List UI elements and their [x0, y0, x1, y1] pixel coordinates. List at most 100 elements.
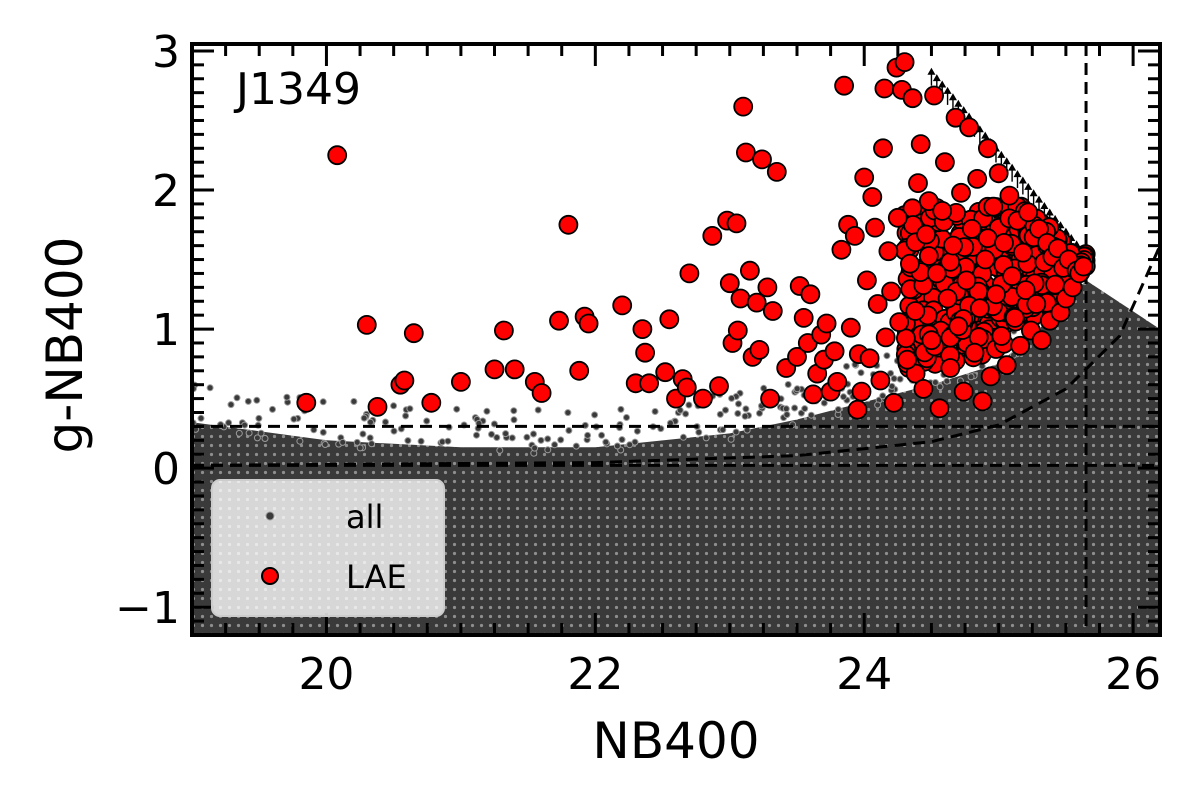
limit-arrowhead: [948, 93, 957, 101]
all-point: [283, 393, 291, 401]
lae-point: [918, 246, 939, 266]
field-label: J1349: [233, 64, 361, 115]
all-point: [390, 427, 398, 435]
plot-frame: [190, 42, 1162, 637]
lae-point: [679, 263, 700, 284]
lae-point: [977, 228, 998, 249]
lae-point: [910, 134, 931, 155]
lae-point: [996, 355, 1017, 376]
lae-point: [999, 185, 1020, 206]
lae-point: [902, 88, 923, 109]
lae-point: [935, 152, 955, 173]
lae-point: [367, 396, 388, 417]
x-axis-title: NB400: [592, 712, 759, 770]
lae-point: [484, 359, 505, 380]
lae-point: [296, 392, 317, 413]
lae-point: [1004, 307, 1025, 328]
lae-point: [766, 161, 787, 182]
limit-arrowhead: [1040, 202, 1049, 210]
limit-arrowhead: [1029, 189, 1038, 197]
lae-point: [964, 342, 985, 363]
lae-point: [719, 273, 740, 294]
all-point: [820, 399, 828, 407]
all-point: [319, 428, 327, 436]
lae-point: [956, 270, 977, 291]
limit-arrowhead: [1018, 176, 1027, 184]
all-point: [735, 400, 742, 408]
all-point: [508, 434, 516, 442]
lae-point: [908, 173, 928, 194]
lae-point: [862, 187, 883, 207]
lae-point: [816, 313, 837, 334]
all-point: [390, 402, 398, 410]
lae-point: [740, 260, 760, 281]
lae-point: [1010, 335, 1031, 356]
all-point: [791, 404, 799, 412]
all-point: [741, 412, 749, 420]
limit-arrowhead: [981, 131, 990, 139]
lae-point: [929, 398, 950, 419]
all-point: [502, 430, 510, 438]
lae-point: [867, 294, 888, 314]
lae-point: [905, 301, 926, 321]
lae-point: [635, 342, 655, 363]
all-point: [843, 362, 850, 370]
all-point: [793, 385, 801, 393]
lae-point: [994, 232, 1014, 253]
lae-point: [827, 371, 848, 392]
all-point: [602, 438, 610, 446]
all-point: [253, 434, 261, 442]
all-point: [510, 416, 518, 424]
legend-marker-lae: [261, 567, 279, 585]
lae-point: [975, 249, 996, 270]
all-point: [404, 437, 412, 445]
all-point: [423, 417, 431, 425]
lae-point: [896, 328, 916, 349]
x-tick-label: 20: [298, 649, 354, 700]
all-point: [782, 405, 790, 413]
lae-point: [883, 392, 904, 413]
all-point: [888, 382, 896, 390]
all-point: [197, 414, 205, 422]
all-point: [359, 430, 367, 438]
all-point: [290, 415, 298, 423]
all-point: [296, 437, 304, 445]
lae-point: [854, 167, 875, 188]
all-point: [874, 401, 882, 409]
limit-arrowhead: [1008, 163, 1017, 171]
all-point: [695, 428, 703, 436]
lae-point: [800, 284, 821, 305]
lae-point: [558, 214, 579, 235]
all-point: [840, 393, 847, 401]
lae-point: [702, 225, 723, 246]
lae-point: [403, 323, 424, 344]
lae-point: [746, 292, 767, 313]
all-point: [245, 429, 253, 437]
limit-arrowhead: [954, 99, 963, 107]
lae-point: [450, 371, 471, 392]
all-point: [967, 373, 975, 381]
lae-point: [760, 388, 780, 409]
lae-point: [1013, 242, 1033, 263]
all-point: [402, 412, 410, 420]
all-point: [488, 430, 495, 438]
lae-point: [659, 309, 680, 330]
lae-point: [726, 213, 747, 234]
legend-label-lae: LAE: [346, 558, 407, 596]
all-point: [732, 428, 740, 436]
all-point: [591, 411, 599, 419]
all-point: [598, 431, 606, 439]
all-point: [936, 383, 944, 391]
all-point: [557, 436, 565, 444]
all-point: [493, 434, 501, 441]
lae-point: [897, 349, 918, 370]
lae-point: [803, 384, 823, 405]
all-point: [367, 418, 374, 426]
lae-point: [831, 239, 852, 260]
reference-lines: [192, 44, 1160, 635]
lae-point: [549, 310, 569, 331]
all-point: [943, 377, 951, 385]
x-axis: 20 22 24 26: [190, 44, 1161, 700]
lae-point: [1018, 202, 1039, 223]
lae-point: [991, 326, 1012, 346]
